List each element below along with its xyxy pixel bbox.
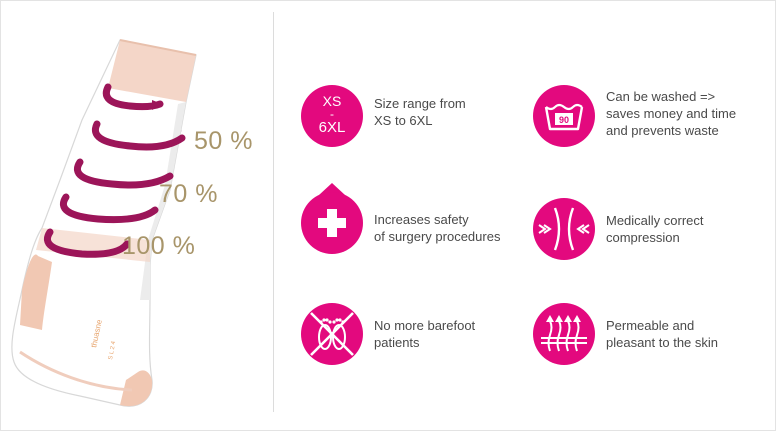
feature-washable-text: Can be washed => saves money and time an…: [606, 88, 776, 139]
feature-line: pleasant to the skin: [606, 335, 719, 350]
feature-line: Medically correct: [606, 213, 704, 228]
size-badge-icon: XS - 6XL: [301, 85, 363, 147]
svg-text:XS: XS: [323, 93, 342, 109]
washing-90-icon: 90: [533, 85, 595, 147]
compression-level-70: 70 %: [159, 180, 218, 208]
svg-text:6XL: 6XL: [319, 119, 346, 136]
feature-line: and prevents waste: [606, 123, 719, 138]
feature-size-text: Size range from XS to 6XL: [374, 95, 544, 129]
compression-icon: [533, 198, 595, 260]
feature-permeable: Permeable and pleasant to the skin: [533, 303, 763, 373]
sock-size-mark: S L 2 4: [108, 340, 117, 360]
feature-line: Increases safety: [374, 212, 469, 227]
feature-compression: Medically correct compression: [533, 198, 763, 268]
compression-level-100: 100 %: [122, 232, 196, 260]
feature-safety: Increases safety of surgery procedures: [301, 183, 531, 254]
sock-shape: [11, 39, 197, 407]
feature-washable: 90 Can be washed => saves money and time…: [533, 85, 763, 155]
svg-text:-: -: [330, 107, 334, 121]
feature-line: patients: [374, 335, 420, 350]
feature-line: Can be washed =>: [606, 89, 716, 104]
feature-line: Permeable and: [606, 318, 695, 333]
feature-line: Size range from: [374, 96, 466, 111]
compression-sock-illustration: thuasne S L 2 4: [11, 39, 197, 407]
feature-line: XS to 6XL: [374, 113, 433, 128]
svg-text:90: 90: [559, 115, 569, 125]
medical-cross-icon: [301, 183, 363, 254]
feature-compression-text: Medically correct compression: [606, 212, 776, 246]
feature-line: of surgery procedures: [374, 229, 501, 244]
feature-line: saves money and time: [606, 106, 737, 121]
compression-level-50: 50 %: [194, 127, 253, 155]
feature-size-range: XS - 6XL Size range from XS to 6XL: [301, 85, 521, 155]
permeable-skin-icon: [533, 303, 595, 365]
sock-illustration-area: thuasne S L 2 4 50 % 70 % 100 %: [0, 0, 273, 431]
feature-permeable-text: Permeable and pleasant to the skin: [606, 317, 776, 351]
feature-barefoot-text: No more barefoot patients: [374, 317, 544, 351]
feature-no-barefoot: No more barefoot patients: [301, 303, 531, 373]
vertical-divider: [273, 12, 274, 412]
feature-safety-text: Increases safety of surgery procedures: [374, 211, 544, 245]
no-barefoot-icon: [301, 303, 363, 365]
feature-line: compression: [606, 230, 680, 245]
feature-line: No more barefoot: [374, 318, 476, 333]
